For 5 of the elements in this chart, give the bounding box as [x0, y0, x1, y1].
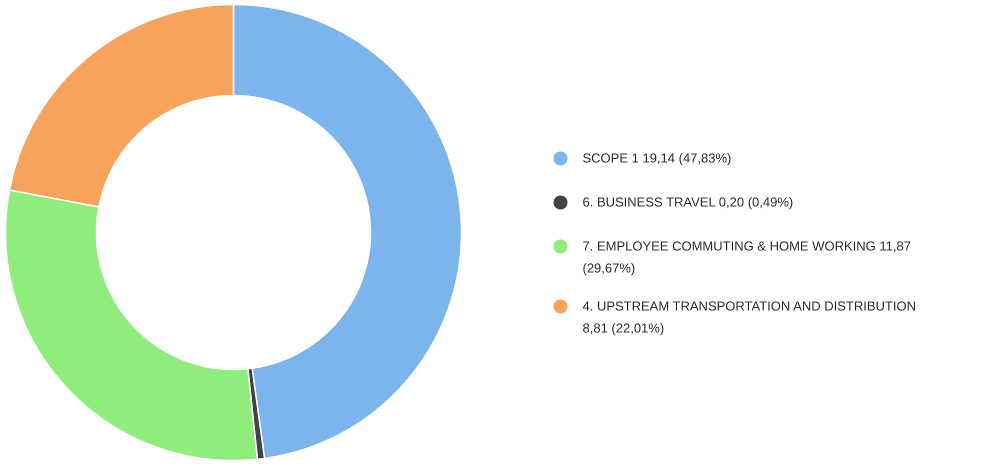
legend-label: 4. UPSTREAM TRANSPORTATION AND DISTRIBUTION	[582, 298, 916, 314]
legend-label: 6. BUSINESS TRAVEL 0,20 (0,49%)	[582, 194, 794, 210]
data-label: 8,81 (22,01%)	[582, 320, 664, 336]
legend-label: 7. EMPLOYEE COMMUTING & HOME WORKING 11,87 (29,67%)	[582, 238, 911, 276]
legend-label: SCOPE 1 19,14 (47,83%)	[582, 150, 732, 166]
